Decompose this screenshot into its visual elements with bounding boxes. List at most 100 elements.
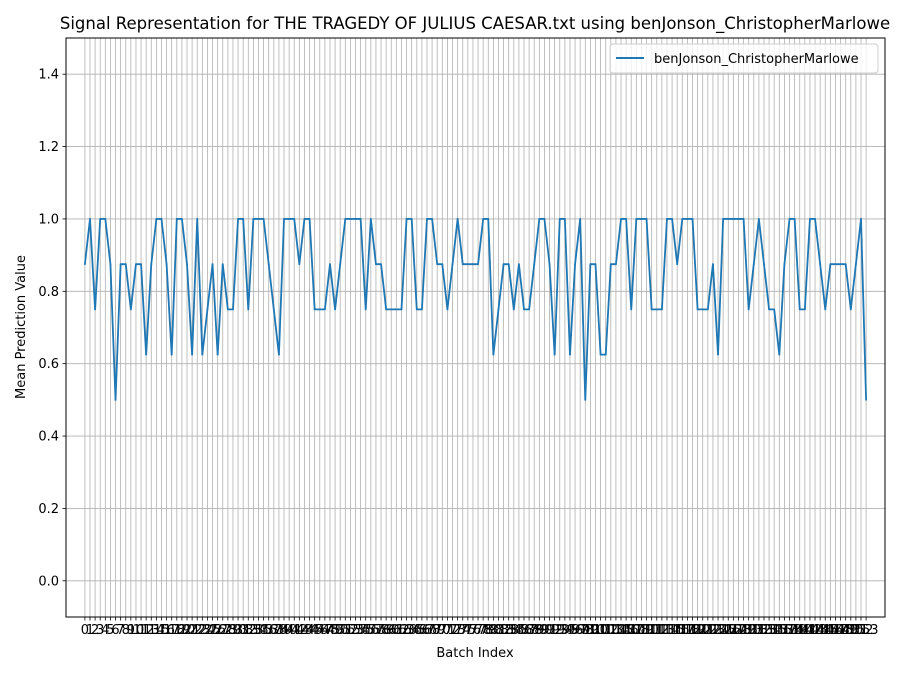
x-tick-label: 32 [240,623,257,638]
x-tick-label: 60 [383,623,400,638]
data-point [89,218,91,220]
x-tick-label: 22 [189,623,206,638]
x-tick-label: 21 [184,623,201,638]
data-point [211,263,214,266]
x-tick-label: 45 [306,623,323,638]
x-tick-label: 91 [541,623,558,638]
data-point [854,263,857,266]
data-point [681,218,684,220]
data-point [548,263,551,266]
data-point [722,218,725,220]
x-tick-label: 73 [449,623,466,638]
data-point [420,308,423,311]
data-point [645,218,648,220]
data-point [129,308,132,311]
data-point [809,218,811,220]
data-point [267,263,270,266]
x-tick-label: 69 [429,623,446,638]
x-tick-label: 74 [454,623,471,638]
x-tick-label: 92 [546,623,563,638]
data-point [732,218,735,220]
data-point [579,218,582,220]
x-tick-label: 144 [808,623,833,638]
x-tick-label: 107 [619,623,644,638]
plot-frame [65,37,886,618]
x-tick-label: 101 [588,623,613,638]
x-tick-label: 85 [511,623,528,638]
data-point [518,263,520,266]
data-point [461,263,464,266]
data-point [742,218,745,220]
x-tick-label: 78 [475,623,492,638]
x-tick-label: 137 [772,623,797,638]
data-point [686,218,689,220]
data-point [303,218,306,220]
x-tick-label: 0 [81,623,89,638]
data-point [655,308,658,311]
x-tick-label: 105 [609,623,634,638]
data-point [839,263,842,266]
data-point [660,308,663,311]
data-point [155,218,158,220]
data-point [482,218,485,220]
x-tick-label: 49 [327,623,344,638]
x-tick-label: 28 [220,623,237,638]
data-point [150,263,153,266]
x-tick-label: 79 [480,623,497,638]
data-point [221,263,224,266]
data-point [834,263,837,266]
data-point [257,218,260,220]
data-point [390,308,393,311]
legend-box [609,43,879,74]
x-tick-label: 37 [266,623,283,638]
x-tick-label: 66 [414,623,431,638]
data-point [201,353,204,356]
data-point [558,218,561,220]
data-point [819,263,822,266]
x-tick-label: 9 [127,623,135,638]
data-point [364,308,367,311]
x-tick-label: 89 [531,623,548,638]
data-point [502,263,505,266]
x-tick-label: 63 [398,623,415,638]
data-point [512,308,515,311]
x-tick-label: 106 [614,623,639,638]
x-tick-label: 108 [624,623,649,638]
x-tick-label: 54 [352,623,369,638]
x-tick-label: 131 [741,623,766,638]
x-tick-label: 126 [716,623,741,638]
data-point [701,308,704,311]
data-point [635,218,638,220]
x-tick-label: 52 [342,623,359,638]
x-tick-label: 110 [634,623,659,638]
data-point [533,263,536,266]
data-point [242,218,245,220]
data-point [262,218,265,220]
data-point [650,308,653,311]
data-point [359,218,362,220]
data-point [354,218,357,220]
x-tick-label: 10 [128,623,145,638]
data-point [691,218,694,220]
x-tick-label: 51 [337,623,354,638]
x-tick-label: 116 [665,623,690,638]
data-point [640,218,643,220]
x-tick-label: 121 [690,623,715,638]
y-tick-label: 1.2 [38,140,59,155]
x-tick-label: 99 [582,623,599,638]
data-point [175,218,178,220]
x-tick-label: 2 [91,623,99,638]
x-tick-label: 122 [695,623,720,638]
x-tick-label: 135 [762,623,787,638]
data-point [553,353,556,356]
x-tick-label: 25 [204,623,221,638]
data-point [727,218,730,220]
x-tick-label: 56 [363,623,380,638]
data-point [145,353,148,356]
data-point [375,263,377,266]
x-tick-label: 33 [245,623,262,638]
x-tick-label: 100 [583,623,608,638]
x-tick-label: 119 [680,623,705,638]
x-tick-label: 86 [516,623,533,638]
